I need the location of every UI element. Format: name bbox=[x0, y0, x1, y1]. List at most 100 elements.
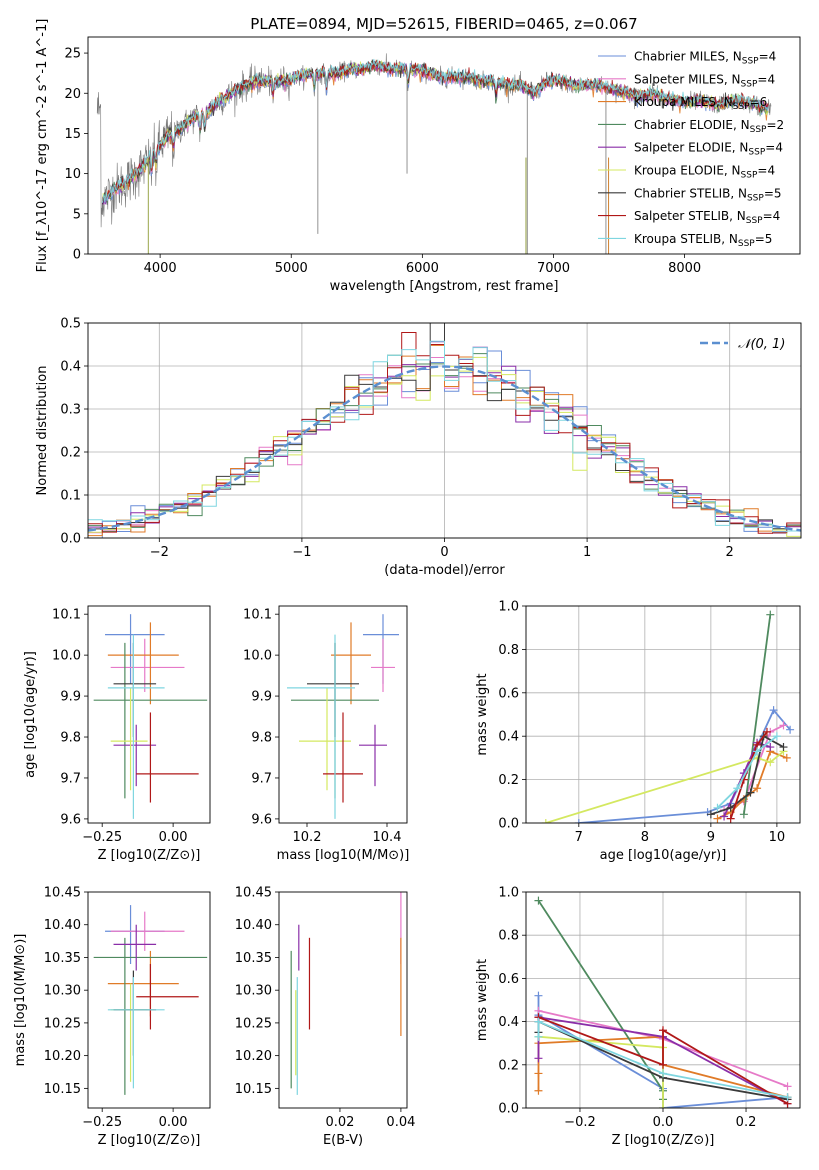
series-marker bbox=[733, 784, 742, 793]
legend-subscript: SSP bbox=[750, 125, 767, 135]
series-marker bbox=[534, 1054, 543, 1063]
axes-frame bbox=[278, 891, 408, 1109]
y-tick-label: 0.2 bbox=[498, 773, 519, 788]
series-line bbox=[538, 1016, 788, 1105]
x-tick-label: −1 bbox=[292, 545, 311, 560]
legend-count: =5 bbox=[755, 232, 773, 246]
errorbar-kroupa-miles bbox=[331, 622, 371, 705]
series-line bbox=[743, 614, 772, 815]
x-axis-label: (data-model)/error bbox=[384, 563, 505, 578]
y-tick-label: 0.6 bbox=[498, 972, 519, 987]
y-tick-label: 0.4 bbox=[60, 360, 81, 375]
axes-mass-vs-EBV: 0.02 0.04 10.15 10.20 10.25 10.30 10.35 10.40 10… bbox=[235, 886, 416, 1149]
errorbar-kroupa-stelib bbox=[287, 634, 355, 819]
legend-subscript: SSP bbox=[741, 79, 758, 89]
legend-label: 𝒩(0, 1) bbox=[738, 337, 785, 352]
x-tick-label: 4000 bbox=[144, 261, 177, 276]
x-axis-label: mass [log10(M/M⊙)] bbox=[277, 848, 410, 863]
y-tick-label: 9.7 bbox=[251, 771, 272, 786]
errorbar-kroupa-stelib bbox=[107, 634, 165, 819]
x-tick-label: −2 bbox=[150, 545, 169, 560]
x-axis-label: E(B-V) bbox=[323, 1133, 363, 1148]
series-chabrier-elodie bbox=[739, 610, 775, 819]
x-tick-label: 6000 bbox=[406, 261, 439, 276]
legend-label: Salpeter MILES, NSSP=4 bbox=[634, 72, 775, 89]
x-tick-label: 8 bbox=[641, 830, 649, 845]
series-marker bbox=[739, 810, 748, 819]
legend-label: Kroupa STELIB, NSSP=5 bbox=[634, 232, 772, 249]
x-axis-label: Z [log10(Z/Z⊙)] bbox=[98, 848, 201, 863]
series-line bbox=[716, 735, 778, 809]
y-tick-label: 0.6 bbox=[498, 686, 519, 701]
y-tick-label: 5 bbox=[73, 207, 81, 222]
x-tick-label: 1 bbox=[583, 545, 591, 560]
errorbar-kroupa-miles bbox=[107, 622, 179, 705]
legend-subscript: SSP bbox=[733, 102, 750, 112]
legend-label: Kroupa ELODIE, NSSP=4 bbox=[634, 164, 775, 181]
errorbar-chabrier-elodie bbox=[93, 937, 208, 1095]
series-marker bbox=[720, 812, 729, 821]
y-tick-label: 9.8 bbox=[251, 731, 272, 746]
series-marker bbox=[766, 743, 775, 752]
y-tick-label: 10.40 bbox=[44, 918, 81, 933]
series-marker bbox=[706, 810, 715, 819]
series-chabrier-miles bbox=[574, 706, 795, 823]
series-marker bbox=[786, 725, 795, 734]
legend-subscript: SSP bbox=[746, 216, 763, 226]
axes-frame bbox=[525, 891, 801, 1109]
series-marker bbox=[753, 747, 762, 756]
series-marker bbox=[753, 784, 762, 793]
series-kroupa-stelib bbox=[713, 732, 781, 812]
x-tick-label: −0.2 bbox=[564, 1115, 596, 1130]
axes-residuals: −2 −1 0 1 2 0.0 0.1 0.2 0.3 0.4 0.5 (data-model)/er… bbox=[35, 317, 802, 578]
hist-kroupa-stelib bbox=[88, 340, 801, 533]
axes-age-vs-mass: 10.2 10.4 9.6 9.7 9.8 9.9 10.0 10.1 mass [log10(… bbox=[243, 605, 410, 863]
plot-area bbox=[93, 905, 208, 1095]
errorbar-kroupa-elodie bbox=[110, 983, 148, 1082]
y-tick-label: 15 bbox=[64, 127, 81, 142]
legend-count: =6 bbox=[750, 95, 768, 109]
axes-mass-weight-vs-age: 7 8 9 10 0.0 0.2 0.4 0.6 0.8 1.0 age [log10(age/yr… bbox=[475, 600, 801, 863]
series-marker bbox=[534, 1017, 543, 1026]
y-tick-label: 10.45 bbox=[235, 886, 272, 901]
y-tick-label: 10.25 bbox=[44, 1016, 81, 1031]
y-tick-label: 10 bbox=[64, 167, 81, 182]
series-marker bbox=[659, 1069, 667, 1078]
x-tick-label: 0.02 bbox=[325, 1115, 354, 1130]
legend-subscript: SSP bbox=[741, 171, 758, 181]
y-tick-label: 9.8 bbox=[60, 731, 81, 746]
y-tick-label: 0.1 bbox=[60, 489, 81, 504]
series-line bbox=[537, 1020, 788, 1099]
errorbar-kroupa-elodie bbox=[110, 687, 148, 791]
y-axis-label: mass [log10(M/M⊙)] bbox=[13, 934, 28, 1067]
series-marker bbox=[762, 727, 771, 736]
series-line bbox=[578, 708, 791, 823]
legend-label: Chabrier ELODIE, NSSP=2 bbox=[634, 118, 784, 135]
legend-count: =4 bbox=[765, 141, 783, 155]
series-marker bbox=[534, 1069, 543, 1078]
series-marker bbox=[779, 743, 788, 752]
x-tick-label: 10 bbox=[769, 830, 786, 845]
errorbar-salpeter-stelib bbox=[323, 712, 363, 803]
series-marker bbox=[713, 803, 722, 812]
y-axis-label: Flux [f_λ10^-17 erg cm^-2 s^-1 A^-1] bbox=[35, 19, 50, 273]
y-tick-label: 9.6 bbox=[60, 812, 81, 827]
series-marker bbox=[783, 1082, 792, 1091]
y-tick-label: 0.0 bbox=[60, 532, 81, 547]
y-tick-label: 9.9 bbox=[60, 690, 81, 705]
series-kroupa-elodie bbox=[534, 1032, 667, 1108]
series-line bbox=[545, 750, 785, 823]
x-tick-label: 2 bbox=[726, 545, 734, 560]
y-tick-label: 10.1 bbox=[243, 608, 272, 623]
x-tick-label: −0.25 bbox=[82, 830, 122, 845]
y-tick-label: 10.20 bbox=[235, 1049, 272, 1064]
y-axis-label: mass weight bbox=[475, 673, 490, 755]
axes-frame bbox=[87, 605, 211, 824]
axes-frame bbox=[525, 605, 801, 824]
legend-label: Salpeter ELODIE, NSSP=4 bbox=[634, 141, 783, 158]
y-tick-label: 0.2 bbox=[60, 446, 81, 461]
legend-count: =4 bbox=[763, 209, 781, 223]
x-tick-label: 0.00 bbox=[159, 830, 188, 845]
errorbar-salpeter-miles bbox=[110, 638, 185, 692]
